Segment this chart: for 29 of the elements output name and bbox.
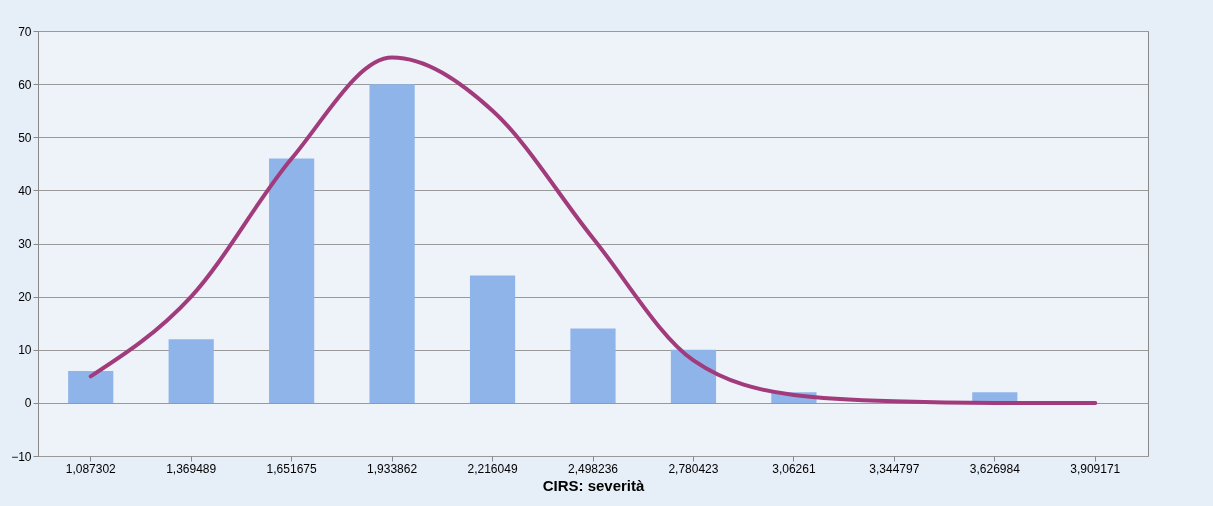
y-tick-label: 30 bbox=[18, 237, 32, 251]
x-tick-label: 2,780423 bbox=[668, 461, 719, 476]
y-tick-label: 70 bbox=[18, 24, 32, 39]
y-tick-label: 50 bbox=[18, 130, 32, 145]
x-tick-label: 1,087302 bbox=[65, 461, 117, 476]
x-tick-label: 1,369489 bbox=[166, 461, 217, 476]
bar bbox=[168, 339, 214, 403]
x-tick-label: 2,498236 bbox=[567, 461, 619, 476]
y-tick-label: 20 bbox=[18, 290, 32, 305]
bar bbox=[369, 84, 415, 403]
y-tick-label: 10 bbox=[18, 343, 32, 358]
bar bbox=[269, 158, 315, 403]
x-tick-label: 3,626984 bbox=[969, 461, 1021, 476]
y-tick-label: 40 bbox=[18, 183, 32, 198]
x-axis-title: CIRS: severità bbox=[542, 476, 646, 494]
line-series bbox=[88, 55, 1098, 405]
bar bbox=[68, 371, 114, 403]
y-tick-label: −10 bbox=[11, 449, 32, 464]
x-tick-label: 2,216049 bbox=[467, 461, 518, 476]
y-tick-label: 60 bbox=[18, 77, 32, 92]
bar bbox=[570, 328, 616, 403]
y-tick-label: 0 bbox=[24, 396, 32, 411]
bar bbox=[670, 349, 717, 403]
x-tick-label: 3,909171 bbox=[1070, 461, 1121, 476]
x-tick-label: 1,651675 bbox=[266, 461, 317, 476]
bar bbox=[469, 275, 516, 403]
x-tick-label: 3,344797 bbox=[869, 461, 920, 476]
x-tick-label: 3,06261 bbox=[772, 461, 816, 476]
x-tick-label: 1,933862 bbox=[367, 461, 418, 476]
